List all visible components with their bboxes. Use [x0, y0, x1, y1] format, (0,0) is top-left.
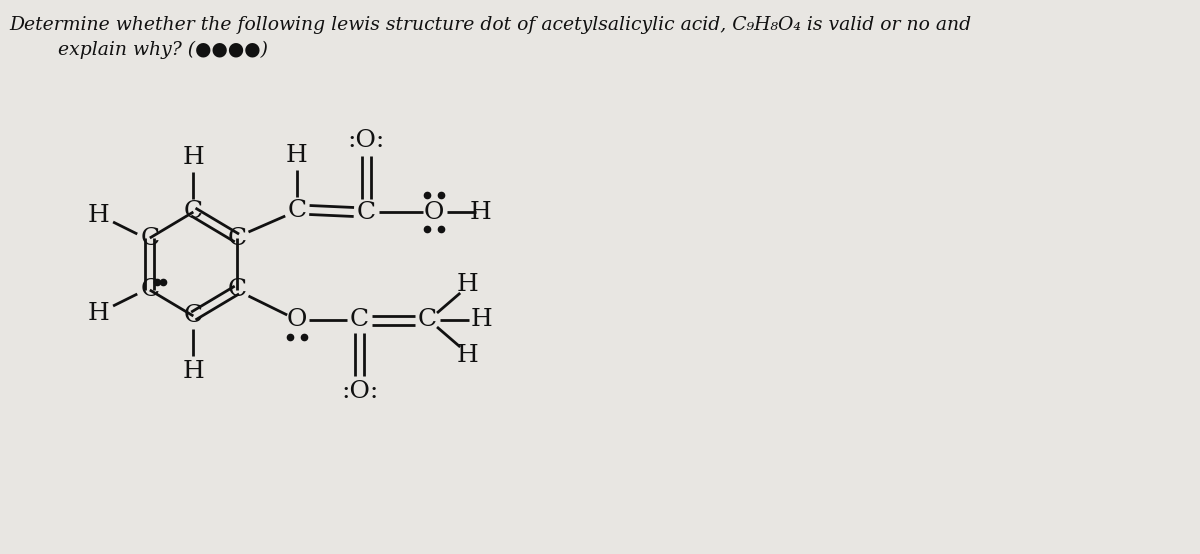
Text: C: C [356, 201, 376, 223]
Text: H: H [182, 146, 204, 168]
Text: H: H [88, 301, 109, 325]
Text: H: H [457, 343, 479, 367]
Text: H: H [469, 201, 491, 223]
Text: C: C [227, 279, 246, 301]
Text: C: C [418, 309, 437, 331]
Text: H: H [457, 274, 479, 296]
Text: explain why? (●●●●): explain why? (●●●●) [58, 41, 268, 59]
Text: H: H [88, 203, 109, 227]
Text: C: C [227, 227, 246, 249]
Text: C: C [184, 201, 203, 223]
Text: C: C [287, 198, 306, 222]
Text: Determine whether the following lewis structure dot of acetylsalicylic acid, C₉H: Determine whether the following lewis st… [10, 16, 972, 34]
Text: :O:: :O: [348, 129, 385, 151]
Text: O: O [287, 309, 307, 331]
Text: C: C [140, 227, 160, 249]
Text: :O:: :O: [341, 381, 378, 403]
Text: H: H [286, 143, 307, 167]
Text: H: H [470, 309, 492, 331]
Text: C: C [140, 279, 160, 301]
Text: O: O [424, 201, 444, 223]
Text: C: C [184, 305, 203, 327]
Text: C: C [350, 309, 370, 331]
Text: H: H [182, 360, 204, 382]
